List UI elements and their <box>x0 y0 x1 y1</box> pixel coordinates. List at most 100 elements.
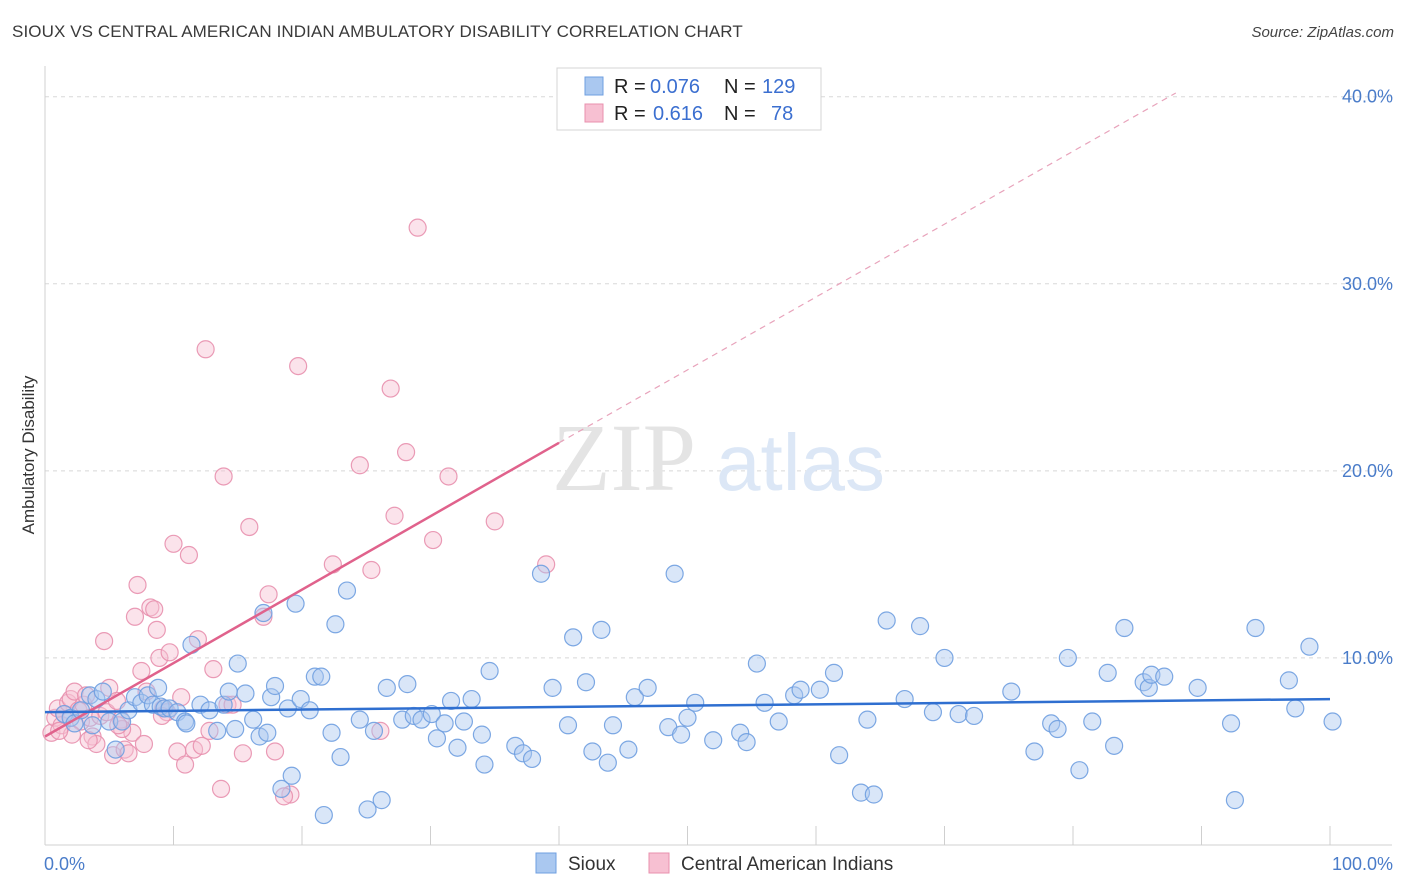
sioux-point <box>448 738 467 757</box>
sioux-point <box>810 680 829 699</box>
sioux-point <box>236 684 255 703</box>
cai-point <box>214 467 233 486</box>
cai-point <box>211 779 231 798</box>
sioux-point <box>372 791 391 810</box>
sioux-point <box>331 747 350 767</box>
sioux-trend-line <box>44 697 1331 714</box>
cai-point <box>65 682 84 701</box>
x-tick-label: 100.0% <box>1332 854 1393 874</box>
sioux-point <box>1025 742 1044 761</box>
legend: R = 0.076 N = 129 R = 0.616 N = 78 <box>556 67 822 131</box>
sioux-point <box>358 800 377 819</box>
sioux-point <box>244 710 263 729</box>
sioux-point <box>1323 712 1342 731</box>
sioux-point <box>1048 719 1067 739</box>
sioux-point <box>619 740 638 759</box>
cai-point <box>123 723 142 742</box>
watermark-zip: ZIP <box>552 404 696 511</box>
legend-r-label-1: R = <box>614 76 646 98</box>
y-axis-label: Ambulatory Disability <box>19 375 38 534</box>
sioux-point <box>398 675 417 694</box>
sioux-point <box>755 693 774 712</box>
sioux-point <box>737 733 756 752</box>
x-tick-labels: 0.0% 100.0% <box>44 854 1393 874</box>
trend-lines <box>44 92 1331 738</box>
legend-n-value-2: 78 <box>771 103 793 125</box>
cai-point <box>125 607 145 626</box>
sioux-point <box>272 779 291 798</box>
cai-point <box>385 506 404 525</box>
sioux-point <box>1279 671 1298 690</box>
sioux-point <box>177 714 196 733</box>
sioux-point <box>312 667 331 686</box>
sioux-point <box>314 805 333 825</box>
sioux-point <box>422 704 441 724</box>
sioux-point <box>208 721 227 740</box>
legend-swatch-sioux <box>584 76 604 96</box>
sioux-point <box>665 564 684 583</box>
sioux-point <box>877 611 896 630</box>
sioux-point <box>923 703 943 722</box>
sioux-point <box>475 755 494 774</box>
sioux-point <box>1246 618 1265 638</box>
sioux-point <box>598 753 617 772</box>
cai-point <box>274 787 294 806</box>
bottom-legend-swatch-cai <box>648 852 670 874</box>
cai-point <box>147 620 166 639</box>
sioux-point <box>1002 682 1021 701</box>
cai-trend-extension <box>558 92 1177 444</box>
sioux-point <box>412 710 431 729</box>
sioux-point <box>1188 678 1207 697</box>
sioux-point <box>603 716 623 735</box>
sioux-point <box>949 704 968 724</box>
cai-point <box>381 379 400 398</box>
sioux-point <box>1300 637 1319 656</box>
cai-point <box>175 755 195 774</box>
sioux-point <box>191 695 210 714</box>
watermark: ZIP atlas <box>552 404 885 511</box>
sioux-point <box>513 744 533 763</box>
sioux-point <box>228 654 247 673</box>
cai-trend-line <box>44 441 560 738</box>
sioux-point <box>326 615 345 634</box>
cai-point <box>134 734 154 754</box>
sioux-point <box>148 678 168 697</box>
sioux-point <box>522 749 542 769</box>
sioux-point <box>638 678 657 697</box>
cai-point <box>396 443 416 462</box>
sioux-point <box>427 729 447 748</box>
sioux-point <box>262 688 281 707</box>
bottom-legend-cai: Central American Indians <box>681 854 893 875</box>
legend-swatch-cai <box>584 103 604 123</box>
sioux-point <box>480 661 499 681</box>
cai-point <box>95 631 114 651</box>
sioux-point <box>506 736 525 755</box>
cai-point <box>145 600 164 619</box>
cai-point <box>160 643 179 662</box>
sioux-point <box>964 706 984 726</box>
sioux-point <box>106 740 125 759</box>
sioux-point <box>472 725 491 744</box>
cai-point <box>179 545 199 565</box>
y-tick-label: 30.0% <box>1342 274 1393 294</box>
cai-point <box>408 218 427 237</box>
sioux-point <box>564 628 583 647</box>
cai-point <box>281 785 300 804</box>
cai-point <box>204 660 223 679</box>
y-tick-label: 10.0% <box>1342 648 1393 668</box>
cai-point <box>265 742 285 761</box>
cai-point <box>128 575 147 595</box>
sioux-point <box>377 678 396 697</box>
chart-title: SIOUX VS CENTRAL AMERICAN INDIAN AMBULAT… <box>12 22 743 41</box>
sioux-point <box>226 719 245 739</box>
y-tick-label: 20.0% <box>1342 461 1393 481</box>
sioux-point <box>93 682 112 701</box>
bottom-legend-swatch-sioux <box>535 852 557 874</box>
y-tick-label: 40.0% <box>1342 87 1393 107</box>
cai-point <box>192 736 211 755</box>
sioux-point <box>1225 791 1245 810</box>
sioux-point <box>731 723 750 742</box>
cai-point <box>485 512 504 531</box>
cai-point <box>132 661 151 681</box>
sioux-point <box>558 716 578 735</box>
